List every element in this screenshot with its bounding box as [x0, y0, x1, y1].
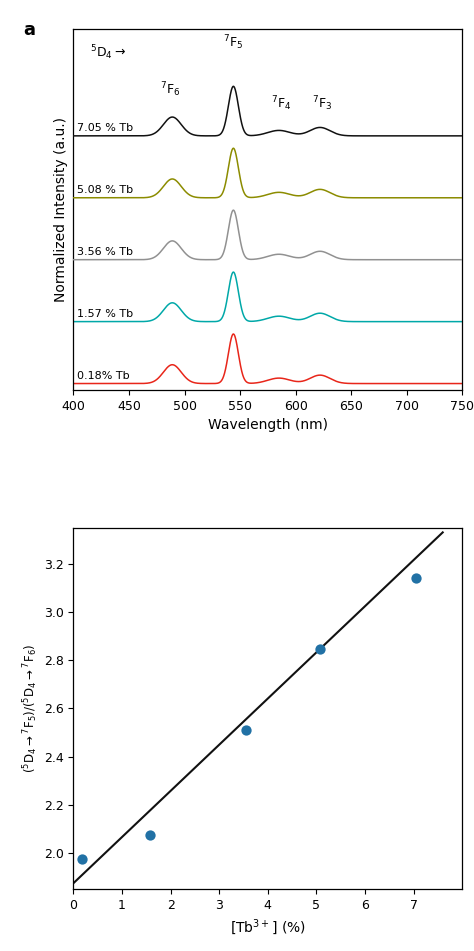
Text: $^7$F$_3$: $^7$F$_3$ [312, 94, 332, 113]
Text: 5.08 % Tb: 5.08 % Tb [77, 185, 133, 195]
Text: 7.05 % Tb: 7.05 % Tb [77, 124, 133, 133]
Text: 0.18% Tb: 0.18% Tb [77, 371, 129, 381]
Text: $^7$F$_5$: $^7$F$_5$ [223, 33, 244, 51]
Text: 3.56 % Tb: 3.56 % Tb [77, 247, 133, 257]
Point [78, 851, 86, 866]
Text: $^7$F$_6$: $^7$F$_6$ [160, 80, 180, 99]
Point [146, 827, 154, 843]
Point [243, 723, 250, 738]
X-axis label: Wavelength (nm): Wavelength (nm) [208, 418, 328, 433]
Text: 1.57 % Tb: 1.57 % Tb [77, 309, 133, 320]
Point [412, 571, 420, 586]
X-axis label: [Tb$^{3+}$] (%): [Tb$^{3+}$] (%) [230, 918, 306, 938]
Y-axis label: Normalized Intensity (a.u.): Normalized Intensity (a.u.) [54, 117, 68, 301]
Text: a: a [23, 21, 35, 39]
Text: $^5$D$_4$$\rightarrow$: $^5$D$_4$$\rightarrow$ [90, 44, 126, 62]
Text: $^7$F$_4$: $^7$F$_4$ [271, 94, 292, 113]
Point [317, 642, 324, 657]
Y-axis label: ($^5$D$_4$$\rightarrow$$^7$F$_5$)/($^5$D$_4$$\rightarrow$$^7$F$_6$): ($^5$D$_4$$\rightarrow$$^7$F$_5$)/($^5$D… [21, 644, 40, 773]
